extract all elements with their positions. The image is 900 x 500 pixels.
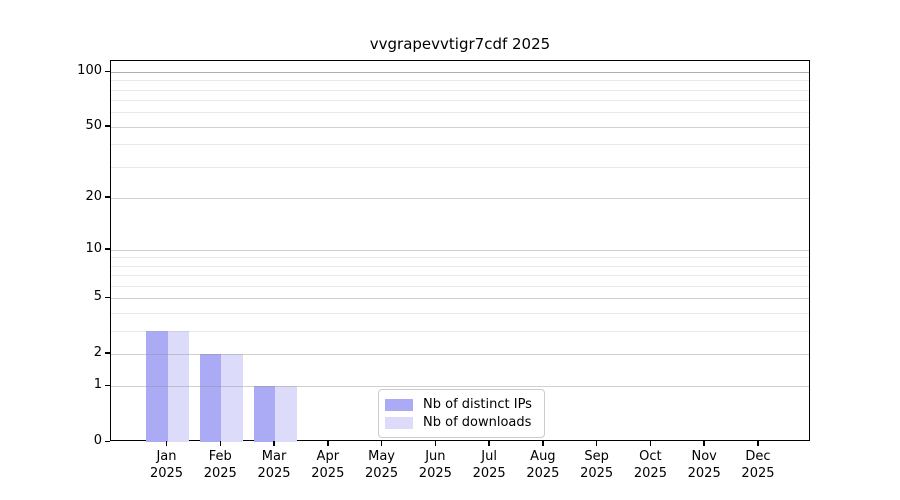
y-gridline-minor xyxy=(111,166,809,168)
y-gridline-minor xyxy=(111,330,809,332)
x-tick-label-sep: Sep 2025 xyxy=(580,449,614,481)
y-gridline-major xyxy=(111,353,809,355)
y-gridline-minor xyxy=(111,312,809,314)
y-tick-label: 50 xyxy=(85,117,102,133)
y-gridline-minor xyxy=(111,144,809,146)
x-tick-label-apr: Apr 2025 xyxy=(311,449,345,481)
x-tick-mark xyxy=(273,441,275,446)
y-gridline-minor xyxy=(111,112,809,114)
bar-distinct-ips-mar xyxy=(253,386,276,442)
x-tick-label-may: May 2025 xyxy=(365,449,399,481)
distinct-ips-swatch xyxy=(385,398,413,411)
x-tick-mark xyxy=(649,441,652,446)
y-tick-mark xyxy=(105,296,110,299)
y-tick-mark xyxy=(105,440,110,442)
downloads-swatch xyxy=(385,416,413,429)
y-gridline-minor xyxy=(111,265,809,267)
y-tick-label: 10 xyxy=(85,240,102,256)
x-tick-label-jun: Jun 2025 xyxy=(418,449,452,481)
x-tick-mark xyxy=(380,441,383,446)
y-tick-label: 5 xyxy=(93,289,102,305)
bar-downloads-mar xyxy=(275,386,297,442)
y-tick-label: 1 xyxy=(93,377,102,393)
plot-area xyxy=(110,60,810,442)
x-tick-label-aug: Aug 2025 xyxy=(526,449,560,481)
legend-label-distinct-ips: Nb of distinct IPs xyxy=(423,397,532,412)
bar-distinct-ips-jan xyxy=(146,330,168,442)
grid-layer xyxy=(111,61,809,440)
y-gridline-major xyxy=(111,249,809,251)
x-tick-label-oct: Oct 2025 xyxy=(633,449,667,481)
y-gridline-minor xyxy=(111,285,809,287)
y-tick-label: 0 xyxy=(93,433,102,448)
x-tick-label-dec: Dec 2025 xyxy=(741,449,775,481)
bar-downloads-feb xyxy=(221,353,243,442)
y-gridline-minor xyxy=(111,80,809,82)
x-tick-mark xyxy=(165,441,168,446)
x-tick-mark xyxy=(542,441,544,446)
bar-downloads-jan xyxy=(167,330,189,442)
chart-title: vvgrapevvtigr7cdf 2025 xyxy=(369,35,551,53)
y-gridline-minor xyxy=(111,100,809,102)
y-gridline-major xyxy=(111,386,809,388)
y-tick-mark xyxy=(105,248,110,250)
legend: Nb of distinct IPs Nb of downloads xyxy=(378,389,545,438)
x-tick-label-nov: Nov 2025 xyxy=(687,449,721,481)
x-tick-mark xyxy=(757,441,759,446)
x-tick-label-mar: Mar 2025 xyxy=(257,449,291,481)
x-tick-mark xyxy=(327,441,329,446)
x-tick-mark xyxy=(488,441,490,446)
y-tick-mark xyxy=(105,125,110,127)
y-tick-mark xyxy=(105,196,110,198)
y-gridline-major xyxy=(111,126,809,128)
x-tick-label-feb: Feb 2025 xyxy=(203,449,237,481)
bars-layer xyxy=(111,61,809,442)
x-tick-mark xyxy=(595,441,598,446)
y-gridline-minor xyxy=(111,275,809,277)
x-tick-mark xyxy=(434,441,437,446)
y-tick-mark xyxy=(105,352,110,354)
y-gridline-major xyxy=(111,197,809,199)
y-tick-label: 2 xyxy=(93,344,102,360)
y-tick-mark xyxy=(105,70,110,72)
y-gridline-minor xyxy=(111,89,809,91)
y-gridline-major xyxy=(111,72,809,73)
bar-distinct-ips-feb xyxy=(199,353,222,442)
y-gridline-minor xyxy=(111,257,809,259)
y-tick-label: 100 xyxy=(77,63,102,78)
y-tick-label: 20 xyxy=(85,188,102,204)
y-tick-mark xyxy=(105,384,110,387)
legend-row-distinct-ips: Nb of distinct IPs xyxy=(385,397,538,412)
x-tick-mark xyxy=(219,441,222,446)
x-tick-mark xyxy=(703,441,705,446)
x-tick-label-jul: Jul 2025 xyxy=(472,449,506,481)
legend-row-downloads: Nb of downloads xyxy=(385,415,538,430)
y-gridline-major xyxy=(111,298,809,300)
legend-label-downloads: Nb of downloads xyxy=(423,415,532,430)
x-tick-label-jan: Jan 2025 xyxy=(149,449,184,481)
